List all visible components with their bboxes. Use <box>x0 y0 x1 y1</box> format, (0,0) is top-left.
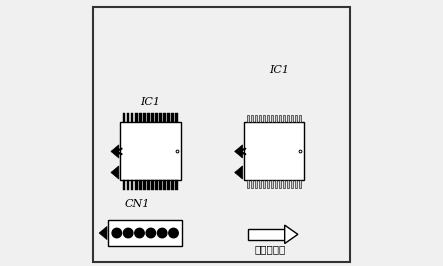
Bar <box>267 180 269 188</box>
Bar <box>259 180 261 188</box>
Bar <box>139 113 142 122</box>
Bar <box>244 122 304 180</box>
Bar <box>283 180 285 188</box>
Text: CN1: CN1 <box>124 199 150 209</box>
Bar <box>147 180 150 190</box>
Bar <box>109 220 182 246</box>
Bar <box>248 229 285 240</box>
Bar <box>120 122 181 180</box>
Circle shape <box>124 228 133 238</box>
Bar <box>131 113 133 122</box>
Bar <box>127 180 129 190</box>
Bar <box>263 115 265 122</box>
Bar <box>275 115 277 122</box>
Text: IC1: IC1 <box>140 97 160 107</box>
Polygon shape <box>99 226 107 240</box>
Bar <box>143 113 146 122</box>
Bar <box>159 113 162 122</box>
Polygon shape <box>235 166 243 179</box>
Bar <box>151 113 154 122</box>
Bar <box>247 115 249 122</box>
Bar <box>167 180 170 190</box>
Bar <box>251 115 253 122</box>
Bar <box>127 113 129 122</box>
Bar <box>151 180 154 190</box>
Bar <box>291 115 293 122</box>
Bar <box>155 113 158 122</box>
Bar <box>155 180 158 190</box>
Bar <box>295 180 297 188</box>
Bar <box>295 115 297 122</box>
Bar <box>143 180 146 190</box>
Polygon shape <box>235 145 243 158</box>
Bar <box>171 180 174 190</box>
Bar <box>263 180 265 188</box>
Bar <box>279 115 281 122</box>
Bar <box>291 180 293 188</box>
Bar <box>299 180 302 188</box>
Text: 过波峰方向: 过波峰方向 <box>255 244 286 254</box>
Bar <box>131 180 133 190</box>
Circle shape <box>135 228 144 238</box>
Circle shape <box>157 228 167 238</box>
Bar <box>255 115 257 122</box>
Bar <box>159 180 162 190</box>
Bar <box>135 180 137 190</box>
Bar <box>139 180 142 190</box>
Bar <box>163 180 166 190</box>
Bar <box>267 115 269 122</box>
Circle shape <box>169 228 178 238</box>
Bar <box>275 180 277 188</box>
Bar <box>287 180 289 188</box>
Polygon shape <box>285 225 298 244</box>
Polygon shape <box>111 145 119 158</box>
Bar <box>167 113 170 122</box>
Bar <box>163 113 166 122</box>
Bar <box>251 180 253 188</box>
Bar <box>171 113 174 122</box>
Bar <box>123 180 125 190</box>
Polygon shape <box>111 166 119 179</box>
Bar <box>283 115 285 122</box>
Bar <box>135 113 137 122</box>
Bar <box>271 115 273 122</box>
Bar <box>259 115 261 122</box>
Text: IC1: IC1 <box>269 65 289 75</box>
Bar <box>123 113 125 122</box>
Circle shape <box>146 228 155 238</box>
Bar <box>147 113 150 122</box>
Bar <box>299 115 302 122</box>
Bar <box>175 113 178 122</box>
Bar <box>271 180 273 188</box>
Bar <box>255 180 257 188</box>
Circle shape <box>112 228 121 238</box>
Bar <box>287 115 289 122</box>
Bar <box>279 180 281 188</box>
Bar <box>247 180 249 188</box>
Bar <box>175 180 178 190</box>
